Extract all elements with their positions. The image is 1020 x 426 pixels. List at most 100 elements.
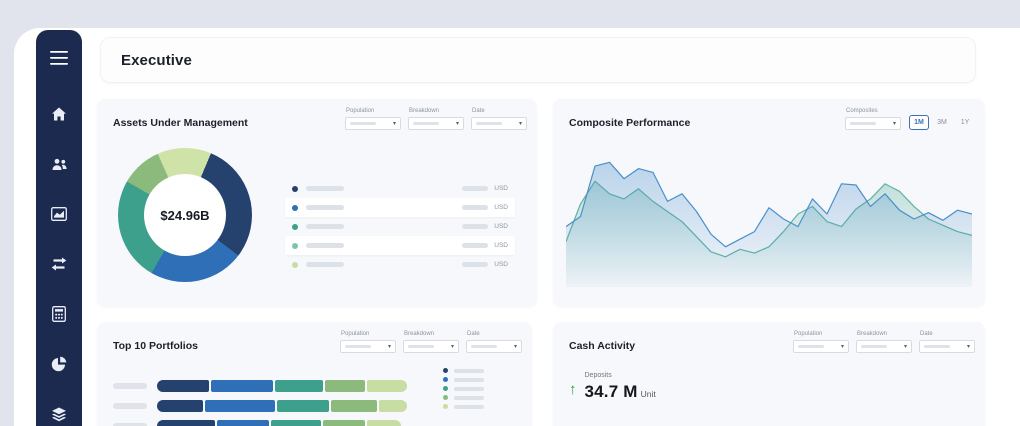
legend-row[interactable] [443, 395, 484, 400]
legend-name-placeholder [306, 186, 344, 191]
legend-dot [292, 204, 298, 211]
page-title: Executive [121, 51, 192, 69]
bar-segment[interactable] [331, 400, 377, 412]
select-placeholder [350, 122, 376, 125]
bar-segment[interactable] [157, 400, 203, 412]
legend-dot [443, 386, 448, 391]
pie-chart-icon[interactable] [36, 352, 82, 376]
bar-segment[interactable] [277, 400, 329, 412]
bar-segment[interactable] [271, 420, 321, 426]
range-3m-button[interactable]: 3M [932, 115, 952, 130]
legend-value-placeholder [462, 243, 489, 248]
filter-label: Date [467, 331, 480, 337]
bar-row [113, 380, 409, 392]
composite-card: Composite Performance Composites ▾ 1M 3M 1Y [553, 99, 985, 307]
legend-row[interactable]: USD [285, 217, 515, 236]
filter-select[interactable]: ▾ [845, 117, 901, 130]
bar-segment[interactable] [217, 420, 269, 426]
legend-currency: USD [494, 185, 508, 192]
bar-row [113, 420, 409, 426]
chevron-down-icon: ▾ [518, 120, 522, 127]
bar-segment[interactable] [205, 400, 275, 412]
bar-segment[interactable] [275, 380, 323, 392]
legend-currency: USD [494, 204, 508, 211]
bar-segment[interactable] [157, 380, 209, 392]
legend-row[interactable] [443, 404, 484, 409]
menu-icon[interactable] [36, 48, 82, 68]
bar-row [113, 400, 409, 412]
filter-label: Breakdown [404, 331, 435, 337]
legend-currency: USD [494, 242, 508, 249]
filter-label: Date [920, 331, 933, 337]
filter-select[interactable]: ▾ [403, 340, 459, 353]
filter-select[interactable]: ▾ [919, 340, 975, 353]
legend-currency: USD [494, 223, 508, 230]
chevron-down-icon: ▾ [892, 120, 896, 127]
legend-dot [292, 185, 298, 192]
filter-select[interactable]: ▾ [856, 340, 912, 353]
area-chart-icon[interactable] [36, 202, 82, 226]
legend-row[interactable]: USD [285, 198, 515, 217]
composite-chart [566, 161, 972, 287]
page-header: Executive [100, 37, 976, 83]
select-placeholder [345, 345, 371, 348]
legend-row[interactable] [443, 386, 484, 391]
portfolios-card: Top 10 Portfolios Population ▾ Breakdown ▾ D… [97, 322, 532, 426]
aum-legend: USD USD USD USD USD [285, 179, 515, 274]
bar-segment[interactable] [325, 380, 365, 392]
select-placeholder [798, 345, 824, 348]
select-placeholder [408, 345, 434, 348]
range-1y-button[interactable]: 1Y [955, 115, 975, 130]
chevron-down-icon: ▾ [513, 343, 517, 350]
bar-segment[interactable] [157, 420, 215, 426]
filter-label: Breakdown [857, 331, 888, 337]
transfers-icon[interactable] [36, 252, 82, 276]
bar-label-placeholder [113, 383, 147, 389]
users-icon[interactable] [36, 152, 82, 176]
bar-segment[interactable] [367, 380, 407, 392]
legend-row[interactable]: USD [285, 255, 515, 274]
chevron-down-icon: ▾ [903, 343, 907, 350]
bar-segment[interactable] [211, 380, 273, 392]
deposits-unit: Unit [640, 389, 656, 399]
filter-label: Date [472, 108, 485, 114]
bar-label-placeholder [113, 403, 147, 409]
deposits-text: Deposits 34.7 M Unit [585, 372, 656, 402]
bar-segment[interactable] [379, 400, 407, 412]
range-1m-button[interactable]: 1M [909, 115, 929, 130]
home-icon[interactable] [36, 102, 82, 126]
aum-donut-chart: $24.96B [118, 148, 252, 282]
legend-dot [292, 223, 298, 230]
composite-controls: Composites ▾ 1M 3M 1Y [845, 108, 975, 130]
filter-select[interactable]: ▾ [408, 117, 464, 130]
filter-select[interactable]: ▾ [340, 340, 396, 353]
filter-composites: Composites ▾ [845, 108, 901, 130]
filter-label: Population [341, 331, 370, 337]
layers-icon[interactable] [36, 402, 82, 426]
deposits-label: Deposits [584, 372, 612, 379]
portfolio-bars [113, 380, 409, 426]
legend-value-placeholder [462, 224, 489, 229]
legend-row[interactable] [443, 368, 484, 373]
bar-segment[interactable] [367, 420, 401, 426]
filter-select[interactable]: ▾ [345, 117, 401, 130]
filter-date: Date ▾ [471, 108, 527, 130]
legend-name-placeholder [454, 377, 484, 382]
calculator-icon[interactable] [36, 302, 82, 326]
bar-segment[interactable] [323, 420, 365, 426]
sidebar [36, 30, 82, 426]
card-title: Composite Performance [569, 117, 691, 129]
legend-row[interactable]: USD [285, 236, 515, 255]
filter-select[interactable]: ▾ [793, 340, 849, 353]
legend-row[interactable] [443, 377, 484, 382]
filter-select[interactable]: ▾ [471, 117, 527, 130]
legend-row[interactable]: USD [285, 179, 515, 198]
legend-dot [443, 395, 448, 400]
filter-label: Population [346, 108, 375, 114]
select-placeholder [924, 345, 950, 348]
legend-dot [292, 261, 298, 268]
filter-breakdown: Breakdown ▾ [408, 108, 464, 130]
filter-select[interactable]: ▾ [466, 340, 522, 353]
filter-label: Population [794, 331, 823, 337]
chevron-down-icon: ▾ [966, 343, 970, 350]
